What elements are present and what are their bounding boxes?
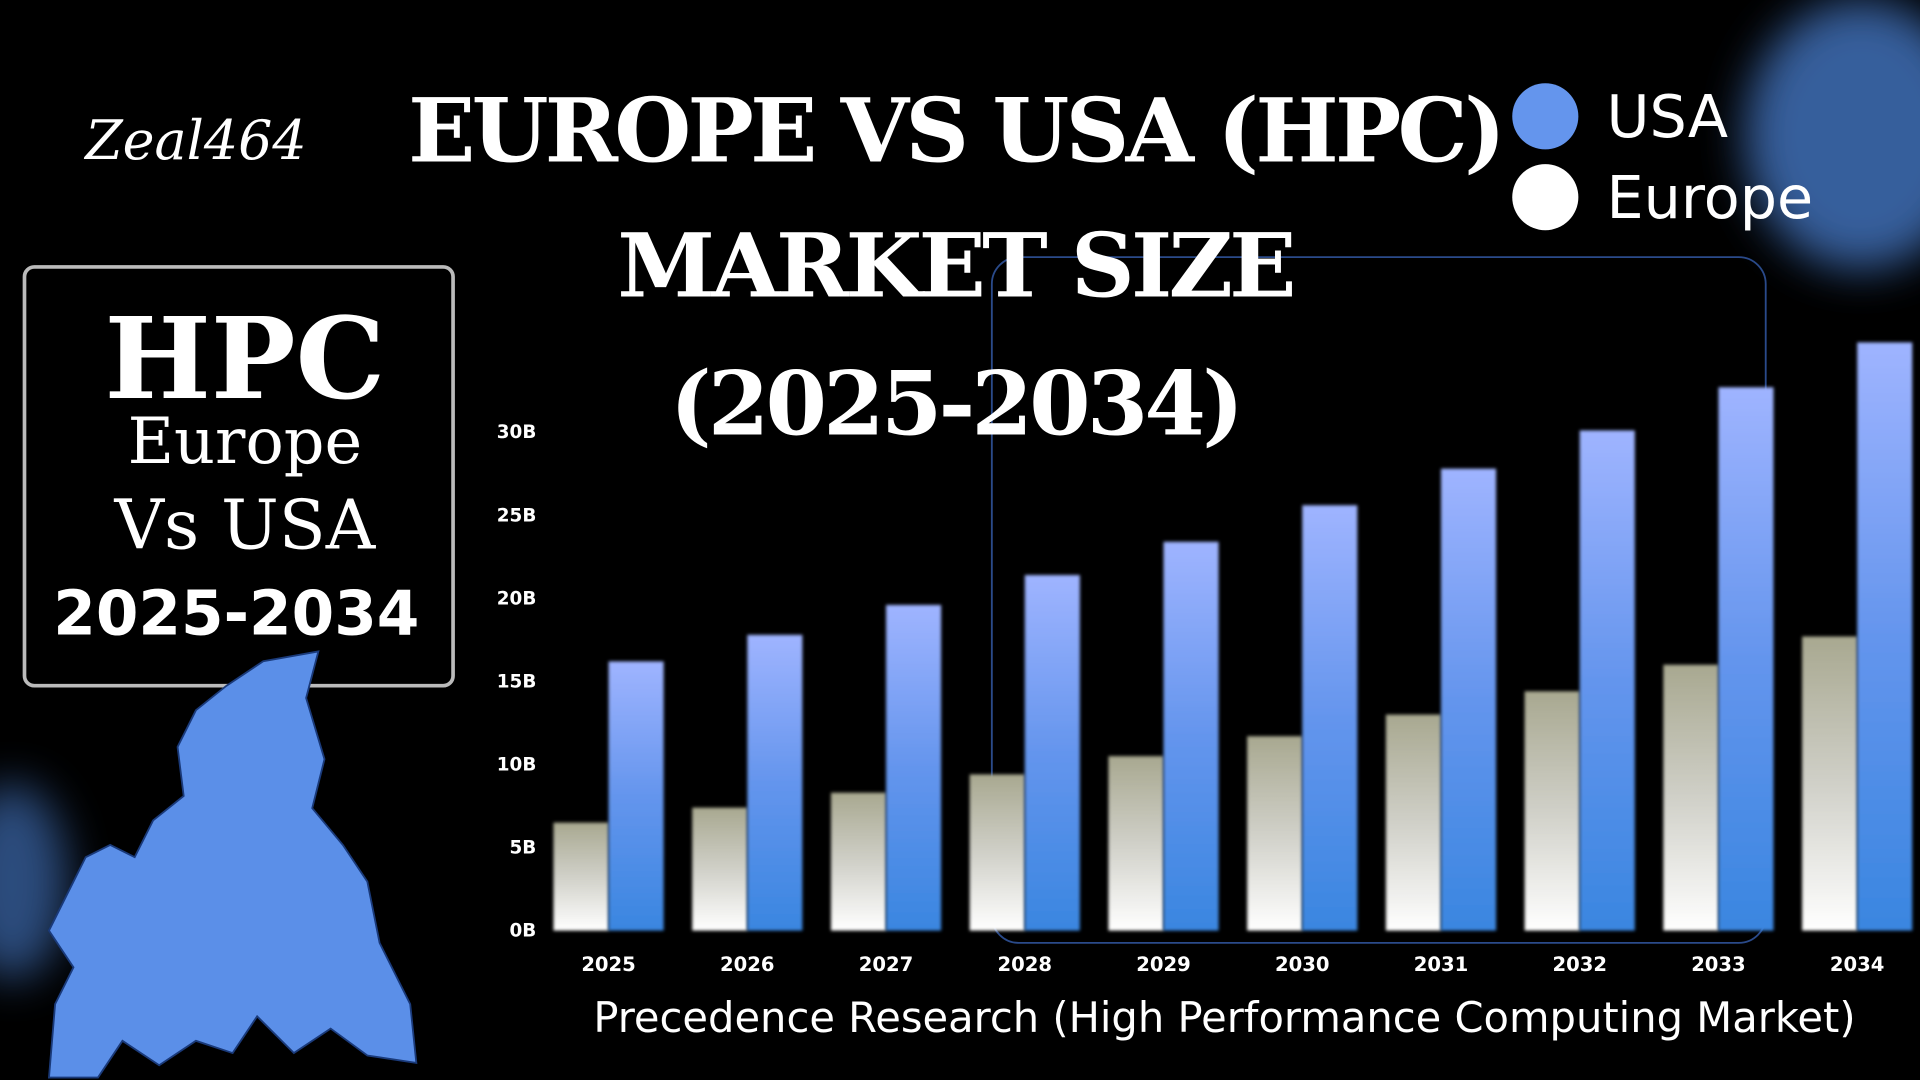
legend-label: USA <box>1607 82 1729 151</box>
bar <box>886 604 942 931</box>
x-tick-label: 2025 <box>581 953 636 976</box>
signature: Zeal464 <box>83 109 306 172</box>
bar <box>1440 468 1497 931</box>
glow <box>1744 0 1920 270</box>
bar <box>1247 736 1303 931</box>
bar <box>1579 430 1635 931</box>
bar <box>747 634 803 931</box>
x-tick-label: 2033 <box>1691 953 1746 976</box>
y-tick-label: 10B <box>497 755 537 776</box>
x-tick-label: 2030 <box>1275 953 1330 976</box>
chart-title: MARKET SIZE <box>617 213 1292 317</box>
x-tick-label: 2032 <box>1552 953 1607 976</box>
bar <box>1718 387 1774 931</box>
side-box-text: 2025-2034 <box>53 578 419 649</box>
legend-label: Europe <box>1607 163 1814 232</box>
bar <box>1385 714 1441 931</box>
bar <box>1857 342 1913 931</box>
x-tick-label: 2026 <box>720 953 775 976</box>
bar <box>1108 756 1164 931</box>
x-tick-label: 2034 <box>1830 953 1885 976</box>
y-tick-label: 25B <box>497 505 537 526</box>
chart-title: (2025-2034) <box>670 352 1240 456</box>
y-tick-label: 0B <box>510 921 537 942</box>
bar <box>608 661 664 931</box>
bar <box>1163 541 1219 931</box>
side-box-text: Europe <box>128 405 363 479</box>
bar <box>692 807 748 931</box>
bar <box>1024 575 1080 931</box>
bar <box>1663 664 1719 931</box>
bar <box>830 792 887 931</box>
bar <box>1802 636 1858 931</box>
y-tick-label: 30B <box>497 422 537 443</box>
side-box-text: Vs USA <box>114 486 377 566</box>
bar <box>969 774 1025 931</box>
x-tick-label: 2029 <box>1136 953 1191 976</box>
x-tick-label: 2027 <box>859 953 914 976</box>
legend-swatch <box>1512 83 1579 150</box>
y-tick-label: 5B <box>510 838 537 859</box>
legend-swatch <box>1512 164 1579 231</box>
source: Precedence Research (High Performance Co… <box>593 993 1855 1042</box>
bar <box>1302 505 1358 931</box>
y-tick-label: 15B <box>497 671 537 692</box>
chart-title: EUROPE VS USA (HPC) <box>408 79 1502 183</box>
side-box-text: HPC <box>105 292 386 425</box>
bar <box>553 822 609 931</box>
bar <box>1524 691 1580 931</box>
y-tick-label: 20B <box>497 588 537 609</box>
x-tick-label: 2031 <box>1414 953 1469 976</box>
x-tick-label: 2028 <box>998 953 1053 976</box>
europe-map <box>47 650 418 1079</box>
